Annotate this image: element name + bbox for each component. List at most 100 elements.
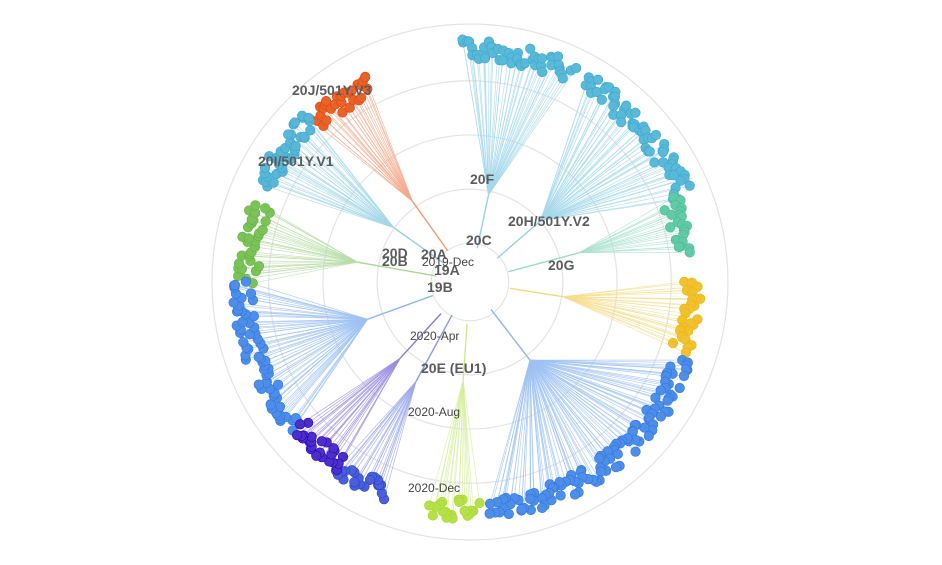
tip-node [245, 288, 257, 299]
branch [462, 379, 466, 511]
branch [258, 318, 368, 358]
clade-label: 20B [382, 253, 408, 269]
branch [279, 319, 368, 407]
tip-node [265, 399, 276, 410]
branch [415, 314, 453, 382]
branch [578, 231, 685, 254]
branch [488, 71, 561, 196]
time-ring [430, 242, 510, 322]
branch [310, 357, 401, 442]
tip-node [479, 53, 491, 64]
tip-node [316, 436, 327, 447]
branch [445, 379, 464, 513]
tip-node [592, 74, 604, 85]
branch [265, 220, 358, 263]
branch [309, 130, 395, 229]
time-label: 2019-Dec [422, 255, 474, 269]
clade-label: 20A [421, 246, 447, 262]
branch [488, 64, 560, 196]
branch [578, 229, 685, 254]
clade-label: 20F [470, 171, 495, 187]
branch [562, 296, 691, 324]
branch [344, 381, 417, 472]
branch [540, 99, 603, 221]
branch [439, 379, 464, 505]
branch [529, 359, 660, 407]
branch [264, 318, 368, 366]
tip-node [292, 430, 303, 441]
branch [529, 359, 688, 363]
branch [349, 107, 413, 202]
tip-node [684, 180, 695, 191]
branch [362, 81, 413, 202]
tip-node [321, 115, 332, 126]
branch [529, 359, 623, 441]
branch [578, 234, 684, 254]
branch [488, 65, 522, 196]
branch [488, 67, 577, 196]
branch [488, 58, 518, 196]
branch [255, 261, 358, 272]
branch [529, 359, 602, 472]
tip-node [649, 157, 660, 168]
branch [521, 360, 531, 510]
branch [452, 379, 464, 519]
branch [484, 58, 489, 196]
tip-node [621, 100, 632, 111]
tip-node [290, 141, 301, 152]
branch [269, 318, 368, 390]
branch [383, 381, 417, 500]
branch [540, 88, 606, 221]
branch [529, 359, 608, 452]
branch [323, 125, 413, 202]
branch [540, 167, 669, 221]
branch [478, 58, 489, 196]
branch [332, 357, 401, 463]
branch [529, 359, 673, 397]
branch [489, 360, 531, 514]
branch [529, 359, 668, 374]
branch [274, 318, 368, 394]
branch [251, 219, 358, 263]
branch [562, 296, 691, 306]
branch [529, 359, 601, 457]
branch [471, 55, 489, 196]
branch [578, 216, 682, 254]
branch [529, 359, 666, 389]
branch [488, 48, 531, 196]
tips [228, 34, 706, 524]
clade-label: 19B [427, 279, 453, 295]
branch [302, 357, 401, 439]
clade-label: 19A [434, 262, 460, 278]
labels: 20J/501Y.V3 20I/501Y.V1 20F 20C 20H/501Y.V2 2… [258, 82, 590, 495]
branch [276, 318, 368, 399]
branch [540, 112, 636, 221]
tip-node [655, 385, 666, 396]
tip-node [655, 411, 666, 422]
branch [357, 261, 436, 277]
tip-node [253, 351, 264, 363]
branch [246, 318, 368, 348]
branch [529, 359, 636, 441]
branch [251, 251, 358, 263]
branch [321, 357, 401, 458]
branch [529, 359, 656, 399]
branch [293, 124, 395, 229]
branch [529, 359, 589, 480]
branch [562, 296, 686, 354]
clade-label: 20C [466, 232, 492, 248]
tip-node [295, 419, 306, 430]
branch [529, 360, 543, 508]
branch [282, 171, 395, 229]
branch [578, 214, 680, 254]
tip-node [596, 94, 607, 105]
branch [540, 77, 590, 221]
tip-node [668, 170, 679, 181]
branch [476, 194, 490, 249]
branch [251, 222, 358, 263]
branch [462, 323, 468, 380]
branch [250, 260, 358, 263]
branch [242, 318, 368, 323]
branch [326, 357, 401, 443]
branch [562, 296, 692, 346]
